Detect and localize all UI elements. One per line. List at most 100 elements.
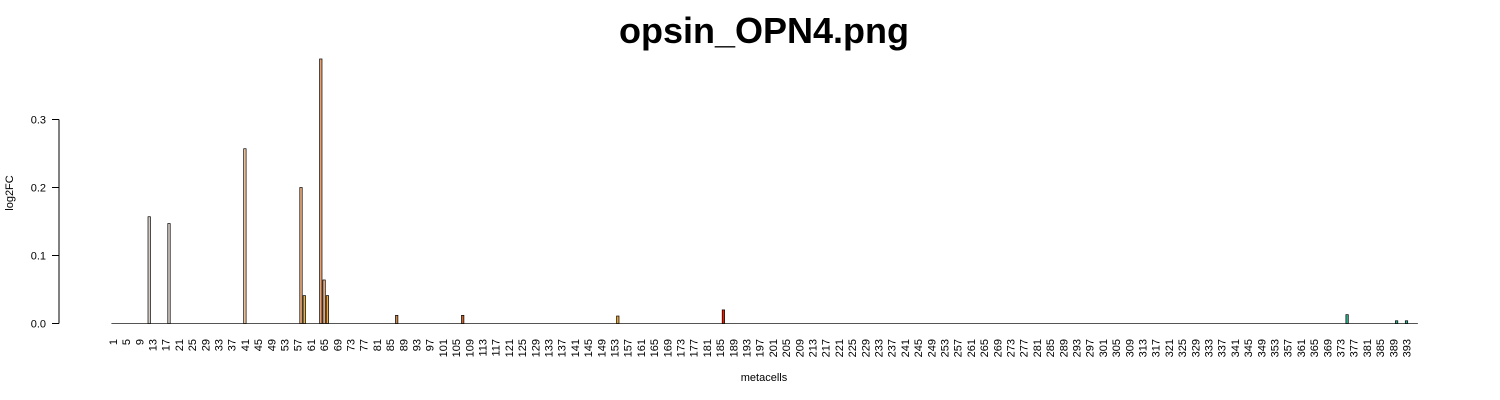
x-tick-label: 173 <box>676 339 688 357</box>
x-tick-label: 321 <box>1164 339 1176 357</box>
x-tick-label: 293 <box>1072 339 1084 357</box>
y-axis-label: log2FC <box>4 175 16 211</box>
x-tick-label: 165 <box>649 339 661 357</box>
y-axis: 0.0 0.1 0.2 0.3 <box>31 115 60 331</box>
x-tick-label: 225 <box>847 339 859 357</box>
x-tick-label: 213 <box>808 339 820 357</box>
x-tick-label: 129 <box>530 339 542 357</box>
x-tick-label: 121 <box>504 339 516 357</box>
x-tick-label: 193 <box>742 339 754 357</box>
x-tick-label: 1 <box>108 339 120 345</box>
x-tick-label: 9 <box>134 339 146 345</box>
x-tick-label: 145 <box>583 339 595 357</box>
x-tick-label: 141 <box>570 339 582 357</box>
x-tick-label: 393 <box>1402 339 1414 357</box>
x-tick-label: 41 <box>240 339 252 351</box>
x-tick-label: 49 <box>266 339 278 351</box>
x-tick-label: 329 <box>1190 339 1202 357</box>
x-tick-label: 197 <box>755 339 767 357</box>
x-tick-label: 249 <box>926 339 938 357</box>
x-tick-label: 349 <box>1256 339 1268 357</box>
bar <box>1345 314 1349 324</box>
bar <box>319 58 323 324</box>
x-tick-label: 21 <box>174 339 186 351</box>
x-tick-label: 369 <box>1322 339 1334 357</box>
x-tick-label: 153 <box>610 339 622 357</box>
x-tick-label: 109 <box>464 339 476 357</box>
bar <box>302 295 306 324</box>
x-tick-label: 381 <box>1362 339 1374 357</box>
x-tick-label: 101 <box>438 339 450 357</box>
x-tick-label: 221 <box>834 339 846 357</box>
x-tick-label: 385 <box>1375 339 1387 357</box>
x-tick-label: 241 <box>900 339 912 357</box>
x-tick-label: 65 <box>319 339 331 351</box>
x-tick-label: 73 <box>346 339 358 351</box>
x-tick-label: 201 <box>768 339 780 357</box>
x-tick-label: 357 <box>1283 339 1295 357</box>
x-tick-label: 69 <box>332 339 344 351</box>
x-tick-label: 117 <box>491 339 503 357</box>
x-tick-label: 341 <box>1230 339 1242 357</box>
x-tick-label: 325 <box>1177 339 1189 357</box>
x-tick-label: 373 <box>1336 339 1348 357</box>
x-tick-label: 133 <box>544 339 556 357</box>
x-tick-label: 85 <box>385 339 397 351</box>
x-tick-label: 245 <box>913 339 925 357</box>
x-tick-label: 37 <box>227 339 239 351</box>
x-tick-label: 149 <box>596 339 608 357</box>
x-tick-label: 33 <box>214 339 226 351</box>
x-tick-label: 125 <box>517 339 529 357</box>
x-tick-label: 337 <box>1217 339 1229 357</box>
x-tick-label: 317 <box>1151 339 1163 357</box>
chart-title: opsin_OPN4.png <box>618 10 910 51</box>
x-tick-label: 309 <box>1124 339 1136 357</box>
x-tick-label: 269 <box>992 339 1004 357</box>
x-tick-label: 237 <box>887 339 899 357</box>
x-tick-label: 257 <box>953 339 965 357</box>
x-tick-label: 25 <box>187 339 199 351</box>
x-tick-label: 377 <box>1349 339 1361 357</box>
x-tick-label: 297 <box>1085 339 1097 357</box>
x-tick-label: 137 <box>557 339 569 357</box>
bars <box>147 58 1409 324</box>
x-tick-label: 333 <box>1204 339 1216 357</box>
x-tick-label: 169 <box>662 339 674 357</box>
x-tick-label: 217 <box>821 339 833 357</box>
x-tick-label: 105 <box>451 339 463 357</box>
x-tick-label: 181 <box>702 339 714 357</box>
x-tick-label: 365 <box>1309 339 1321 357</box>
x-tick-label: 77 <box>359 339 371 351</box>
x-tick-label: 209 <box>794 339 806 357</box>
x-tick-label: 5 <box>121 339 133 345</box>
bar <box>1395 320 1399 324</box>
bar <box>243 148 247 324</box>
x-tick-label: 281 <box>1032 339 1044 357</box>
x-tick-label: 389 <box>1388 339 1400 357</box>
y-tick-label: 0.1 <box>31 251 46 263</box>
bar <box>461 314 465 324</box>
x-tick-label: 89 <box>398 339 410 351</box>
x-tick-label: 353 <box>1270 339 1282 357</box>
x-tick-label: 253 <box>940 339 952 357</box>
bar <box>147 216 151 324</box>
x-tick-label: 301 <box>1098 339 1110 357</box>
x-tick-label: 229 <box>860 339 872 357</box>
x-tick-label: 81 <box>372 339 384 351</box>
x-tick-label: 361 <box>1296 339 1308 357</box>
x-tick-label: 97 <box>425 339 437 351</box>
bar <box>616 315 620 324</box>
x-tick-label: 265 <box>979 339 991 357</box>
x-tick-label: 305 <box>1111 339 1123 357</box>
x-tick-label: 189 <box>728 339 740 357</box>
x-tick-label: 273 <box>1006 339 1018 357</box>
bar <box>322 279 326 324</box>
x-tick-label: 61 <box>306 339 318 351</box>
x-tick-label: 53 <box>280 339 292 351</box>
x-tick-label: 45 <box>253 339 265 351</box>
y-tick-label: 0.3 <box>31 115 46 127</box>
bar <box>325 295 329 324</box>
x-tick-label: 177 <box>689 339 701 357</box>
x-axis-tick-labels: 1 5 9 13 17 21 25 29 33 37 41 45 49 53 57 61 65 69 73 77 81 8… <box>108 339 1414 357</box>
